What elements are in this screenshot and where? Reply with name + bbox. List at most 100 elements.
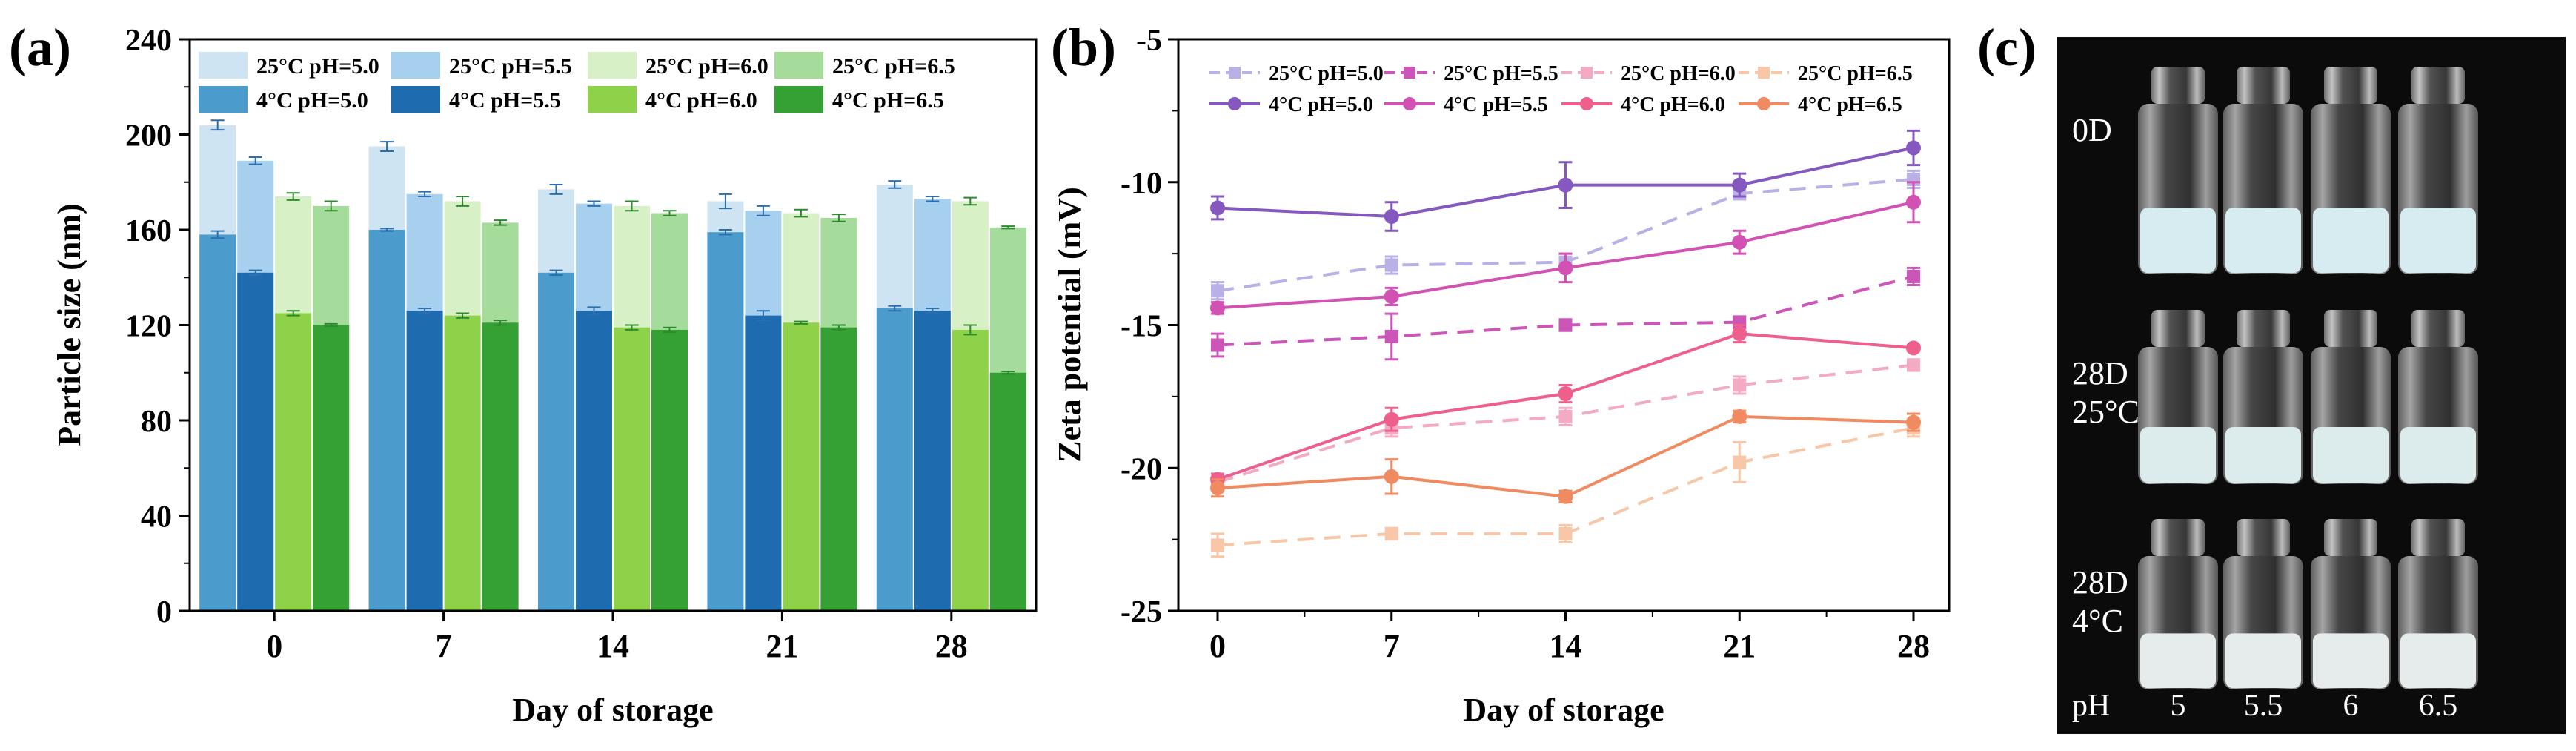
legend-swatch [588,52,637,79]
ph-value-5: 5 [2171,689,2186,723]
ph-value-5.5: 5.5 [2244,689,2283,723]
legend-label: 4°C pH=5.5 [449,88,561,113]
y-tick-label--20: -20 [1121,452,1162,486]
legend-label: 4°C pH=6.5 [832,88,944,113]
y-tick-label-40: 40 [141,500,172,535]
legend-swatch [774,86,823,113]
vial-liquid [2225,633,2301,688]
legend-label: 25°C pH=6.5 [832,54,955,79]
y-tick-label-160: 160 [125,214,172,248]
bar-4-C-pH-5.0-day-14 [538,272,574,611]
legend-label: 4°C pH=6.5 [1798,93,1902,116]
legend-label: 25°C pH=5.5 [449,54,572,79]
vial [2311,310,2391,484]
data-point [1384,288,1399,304]
data-point [1732,326,1747,342]
row-label: 25°C [2072,394,2140,430]
bar-4-C-pH-5.0-day-7 [368,230,405,611]
y-tick-label-200: 200 [125,119,172,153]
vial-neck [2324,519,2377,556]
x-tick-label-0: 0 [266,628,282,664]
vial-neck [2411,519,2465,556]
vial [2311,67,2391,274]
bar-4-C-pH-5.0-day-0 [199,234,236,611]
legend-swatch [199,86,248,113]
y-axis-label: Zeta potential (mV) [1052,187,1088,463]
legend-swatch [391,86,440,113]
bar-4-C-pH-6.0-day-14 [614,327,650,611]
legend-label: 25°C pH=6.0 [645,54,769,79]
data-point [1558,177,1573,193]
vial [2311,519,2391,689]
legend-marker [1757,97,1770,110]
vial-neck [2411,67,2465,104]
vial-liquid [2140,427,2216,483]
row-label: 4°C [2072,603,2123,639]
data-point [1210,300,1225,316]
y-tick-label-240: 240 [125,24,172,58]
data-point [1733,455,1747,469]
series-25-C-pH-6.5 [1211,418,1920,558]
data-point [1907,269,1920,283]
data-point [1211,284,1224,298]
legend-marker [1580,97,1593,110]
bar-4-C-pH-6.5-day-7 [482,322,519,611]
data-point [1558,409,1573,423]
data-point [1384,329,1398,343]
vial-liquid [2313,208,2389,273]
bar-4-C-pH-6.5-day-0 [313,325,350,611]
vial-liquid [2313,427,2389,483]
vial-liquid [2400,208,2476,273]
legend-marker [1228,97,1241,110]
data-point [1906,340,1921,356]
vial-neck [2237,310,2290,347]
x-tick-label-14: 14 [1550,628,1582,664]
row-label: 28D [2072,564,2128,601]
ph-value-6.5: 6.5 [2419,689,2458,723]
y-tick-label--5: -5 [1136,24,1162,58]
data-point [1210,480,1225,496]
photo-row-1: 0D [2072,67,2478,274]
data-point [1384,411,1399,427]
series-line [1217,275,1914,347]
panel-label-c: (c) [1977,18,2036,77]
vial-neck [2237,67,2290,104]
series-line [1217,332,1914,481]
data-point [1558,318,1573,332]
legend-label: 25°C pH=5.0 [256,54,379,79]
legend-marker [1403,97,1416,110]
y-tick-label--25: -25 [1121,595,1162,629]
ph-value-6: 6 [2343,689,2359,723]
y-tick-label--10: -10 [1121,167,1162,201]
data-point [1732,234,1747,250]
bar-4-C-pH-6.5-day-21 [820,327,857,611]
data-point [1384,209,1399,225]
bar-4-C-pH-5.5-day-7 [406,311,443,611]
x-tick-label-14: 14 [597,628,629,664]
bar-4-C-pH-6.0-day-21 [783,322,820,611]
series-4-C-pH-5.5 [1210,181,1921,316]
legend: 25°C pH=5.0 25°C pH=5.5 25°C pH=6.0 25°C pH… [1209,62,1913,116]
bar-4-C-pH-6.5-day-14 [651,329,688,611]
bar-4-C-pH-5.5-day-28 [914,311,951,611]
panel-label-a: (a) [9,18,71,77]
vial [2138,310,2218,484]
vial-neck [2151,519,2205,556]
data-point [1558,386,1573,402]
axis-ticks: -25 -20 -15 -10 -5 0 7 14 21 28 [1121,24,1930,664]
y-tick-label-120: 120 [125,310,172,344]
data-point [1732,177,1747,193]
vial [2223,67,2303,274]
data-point [1211,538,1224,552]
data-point [1558,526,1573,540]
bar-4-C-pH-5.5-day-21 [745,315,782,611]
vial [2223,519,2303,689]
data-point [1210,200,1225,216]
data-point [1907,358,1920,372]
legend-label: 4°C pH=5.0 [256,88,368,113]
ph-label: pH [2072,689,2110,723]
vial-neck [2151,67,2205,104]
